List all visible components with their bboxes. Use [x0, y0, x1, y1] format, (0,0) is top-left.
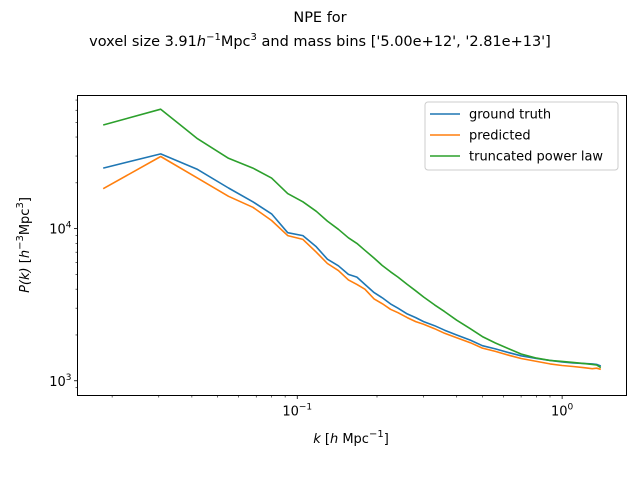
- chart-title-line1: NPE for: [293, 10, 346, 26]
- y-axis-label: P(k) [h−3Mpc3]: [15, 197, 33, 293]
- series-line-predicted: [102, 155, 602, 371]
- x-tick-label: 10−1: [282, 403, 312, 420]
- series-line-ground-truth: [103, 153, 602, 367]
- y-tick-label: 104: [49, 221, 72, 238]
- legend-label-ground-truth: ground truth: [469, 108, 551, 123]
- legend-label-truncated-power-law: truncated power law: [469, 150, 603, 165]
- series-line-truncated-power-law: [102, 108, 602, 369]
- legend-box: [424, 101, 619, 171]
- chart-title-line2: voxel size 3.91h−1Mpc3 and mass bins ['5…: [89, 32, 551, 50]
- y-tick-label: 103: [49, 373, 71, 390]
- minor-ticks: [75, 99, 551, 398]
- x-axis-label: k [h Mpc−1]: [313, 429, 389, 447]
- x-tick-label: 100: [551, 403, 574, 420]
- major-ticks: 10−1 100 103 104: [49, 221, 573, 420]
- legend-label-predicted: predicted: [469, 129, 531, 144]
- series-lines: [102, 108, 602, 371]
- plot-area: [77, 95, 627, 396]
- legend: ground truth predicted truncated power law: [424, 101, 619, 171]
